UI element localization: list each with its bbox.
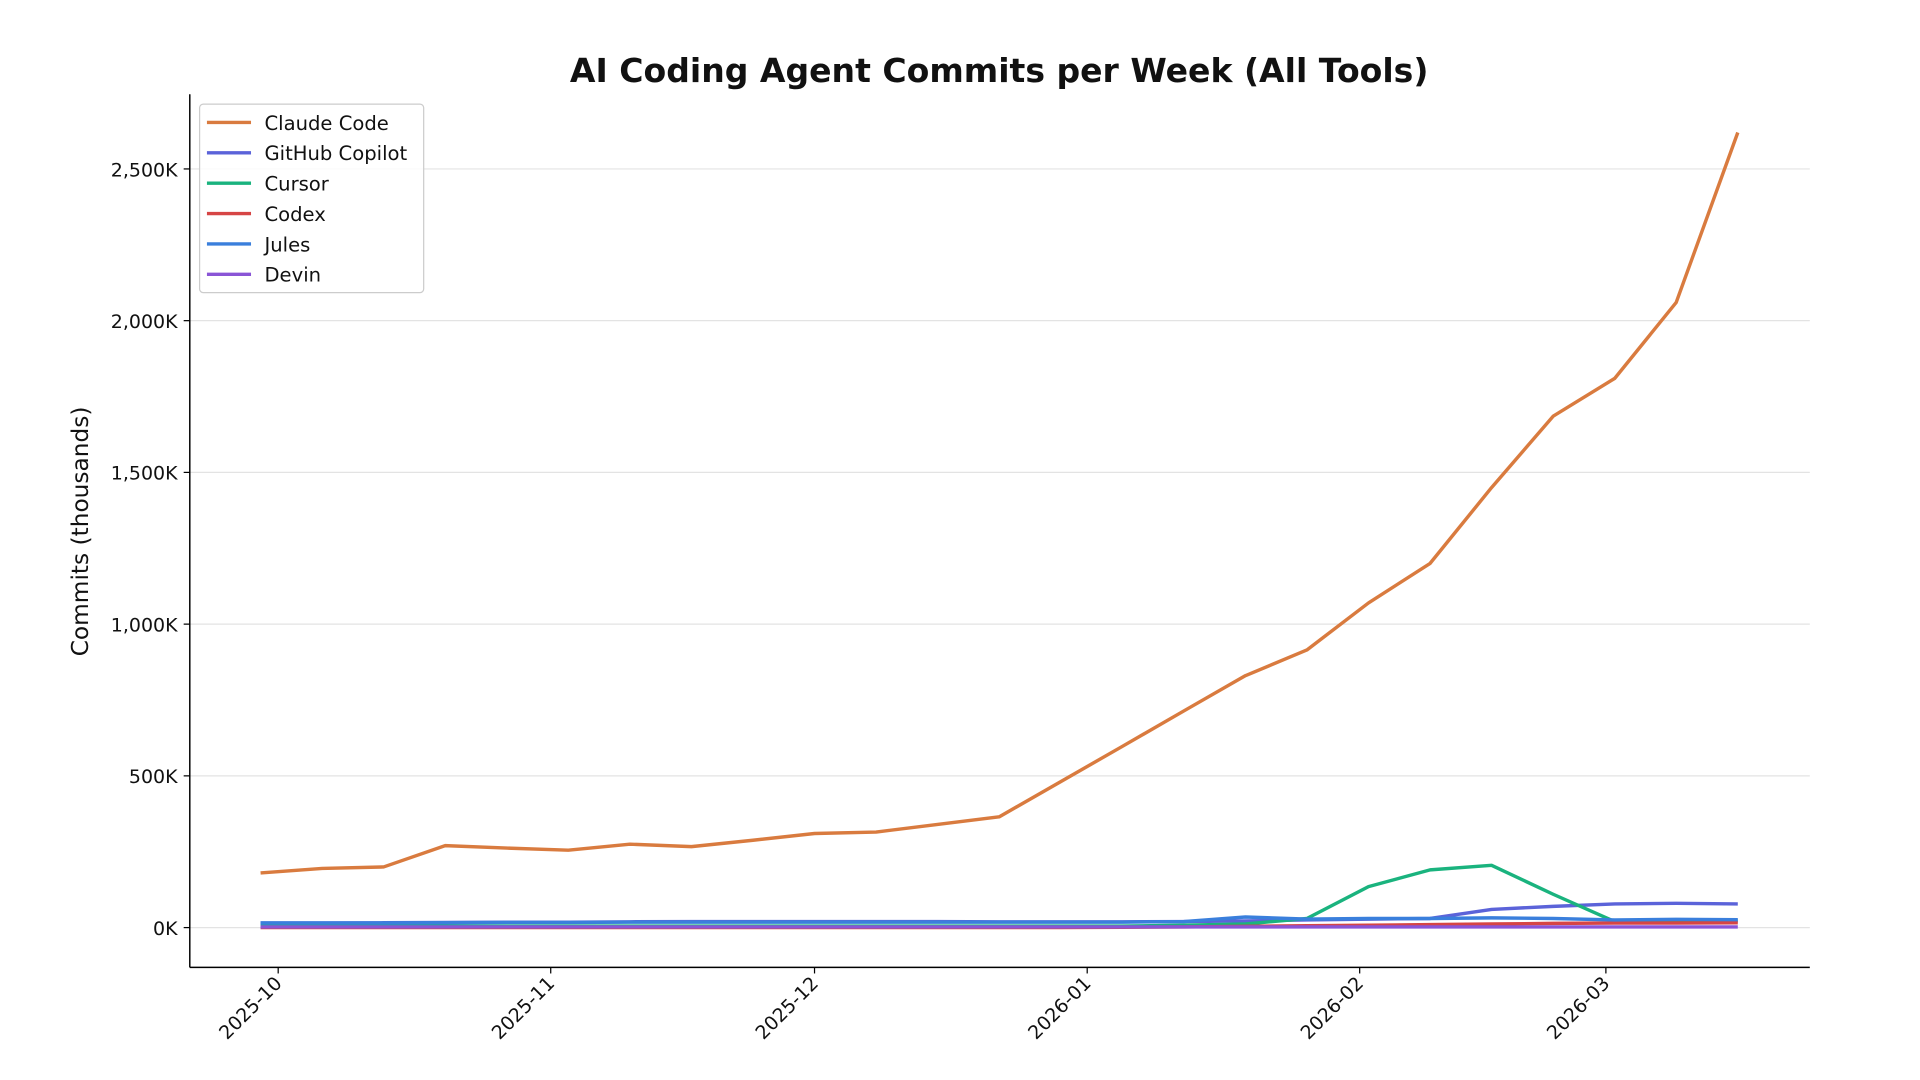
y-tick-label: 1,000K (111, 614, 178, 636)
x-tick-label: 2026-02 (1297, 972, 1369, 1044)
legend-label: Jules (262, 233, 310, 256)
legend-label: Codex (264, 203, 325, 226)
legend-label: Cursor (264, 173, 329, 196)
y-tick-label: 2,000K (111, 311, 178, 333)
y-tick-label: 1,500K (111, 463, 178, 485)
x-tick-label: 2025-12 (751, 972, 823, 1044)
legend-label: GitHub Copilot (264, 142, 407, 165)
x-tick-label: 2026-03 (1543, 972, 1615, 1044)
legend-label: Devin (264, 264, 321, 287)
legend-label: Claude Code (264, 112, 388, 135)
y-axis-label: Commits (thousands) (67, 407, 94, 657)
y-tick-label: 0K (153, 918, 178, 940)
y-tick-label: 2,500K (111, 159, 178, 181)
y-tick-label: 500K (129, 766, 178, 788)
x-tick-label: 2025-10 (215, 972, 287, 1044)
series-line (260, 131, 1740, 875)
legend-box (198, 103, 425, 294)
legend: Claude Code GitHub Copilot Cursor Codex Jule… (198, 103, 425, 294)
x-tick-label: 2025-11 (488, 972, 560, 1044)
x-tick-label: 2026-01 (1024, 972, 1096, 1044)
chart-title: AI Coding Agent Commits per Week (All To… (570, 51, 1429, 90)
series-line (260, 901, 1738, 925)
series-line (260, 915, 1738, 925)
